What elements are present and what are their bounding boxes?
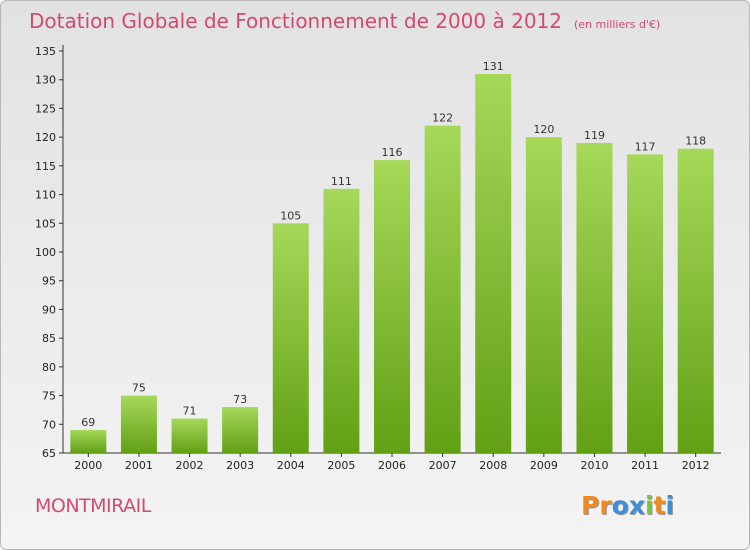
bar-2010 — [576, 142, 613, 453]
bar-2006 — [374, 160, 410, 453]
value-label: 131 — [483, 60, 504, 73]
y-tick-label: 95 — [42, 275, 56, 288]
value-label: 117 — [635, 140, 656, 153]
value-label: 75 — [132, 382, 146, 395]
x-tick-label: 2002 — [176, 459, 204, 472]
value-label: 69 — [81, 416, 95, 429]
value-label: 116 — [382, 146, 403, 159]
city-name: MONTMIRAIL — [35, 495, 151, 517]
value-label: 71 — [183, 405, 197, 418]
x-tick-label: 2005 — [327, 459, 355, 472]
x-axis: 2000 2001 2002 2003 2004 2005 2006 2007 2008 2009… — [63, 452, 721, 472]
y-tick-label: 125 — [35, 102, 56, 115]
bar-2011 — [627, 154, 664, 453]
x-tick-label: 2006 — [378, 459, 406, 472]
proxiti-logo: Proxiti — [581, 491, 674, 520]
y-tick-label: 65 — [42, 447, 56, 460]
logo-letter: i — [645, 491, 654, 520]
logo-letter: r — [599, 491, 612, 520]
value-label: 111 — [331, 175, 352, 188]
bar-2004 — [272, 223, 309, 453]
x-tick-label: 2004 — [277, 459, 305, 472]
y-tick-label: 105 — [35, 217, 56, 230]
bar-2008 — [475, 73, 512, 453]
y-tick-label: 130 — [35, 74, 56, 87]
y-tick-label: 80 — [42, 361, 56, 374]
y-tick-label: 85 — [42, 332, 56, 345]
bar-2002 — [171, 418, 208, 453]
logo-letter: o — [611, 491, 629, 520]
bar-2000 — [70, 430, 107, 453]
y-tick-label: 70 — [42, 418, 56, 431]
bar-2009 — [525, 137, 562, 453]
x-tick-label: 2000 — [74, 459, 102, 472]
x-tick-label: 2008 — [479, 459, 507, 472]
y-axis: 65 70 75 80 85 90 95 100 105 110 115 120 125 130 135 — [35, 45, 64, 460]
bar-2005 — [323, 188, 360, 454]
unit-label: (en milliers d'€) — [574, 18, 661, 31]
title-text: Dotation Globale de Fonctionnement de 20… — [29, 9, 562, 33]
x-tick-label: 2003 — [226, 459, 254, 472]
value-label: 122 — [432, 112, 453, 125]
x-tick-label: 2010 — [580, 459, 608, 472]
logo-letter: P — [581, 491, 600, 520]
x-tick-label: 2007 — [429, 459, 457, 472]
x-tick-label: 2001 — [125, 459, 153, 472]
bar-2001 — [120, 395, 157, 453]
value-label: 105 — [280, 209, 301, 222]
y-tick-label: 90 — [42, 303, 56, 316]
logo-letter: t — [653, 491, 666, 520]
y-tick-label: 115 — [35, 160, 56, 173]
data-labels: 69 75 71 73 105 111 116 122 131 120 119 117 118 — [81, 60, 706, 429]
value-label: 120 — [533, 123, 554, 136]
logo-letter: i — [665, 491, 675, 520]
value-label: 119 — [584, 129, 605, 142]
logo-letter: x — [628, 491, 645, 520]
y-tick-label: 110 — [35, 189, 56, 202]
x-tick-label: 2012 — [682, 459, 710, 472]
x-tick-label: 2011 — [631, 459, 659, 472]
y-tick-label: 135 — [35, 45, 56, 58]
chart-title: Dotation Globale de Fonctionnement de 20… — [29, 9, 660, 33]
bar-2007 — [424, 125, 461, 454]
y-tick-label: 75 — [42, 390, 56, 403]
value-label: 73 — [233, 393, 247, 406]
value-label: 118 — [685, 135, 706, 148]
y-tick-label: 120 — [35, 131, 56, 144]
bars — [70, 73, 714, 454]
y-tick-label: 100 — [35, 246, 56, 259]
x-tick-label: 2009 — [530, 459, 558, 472]
bar-2012 — [677, 148, 714, 453]
bar-2003 — [222, 407, 259, 453]
